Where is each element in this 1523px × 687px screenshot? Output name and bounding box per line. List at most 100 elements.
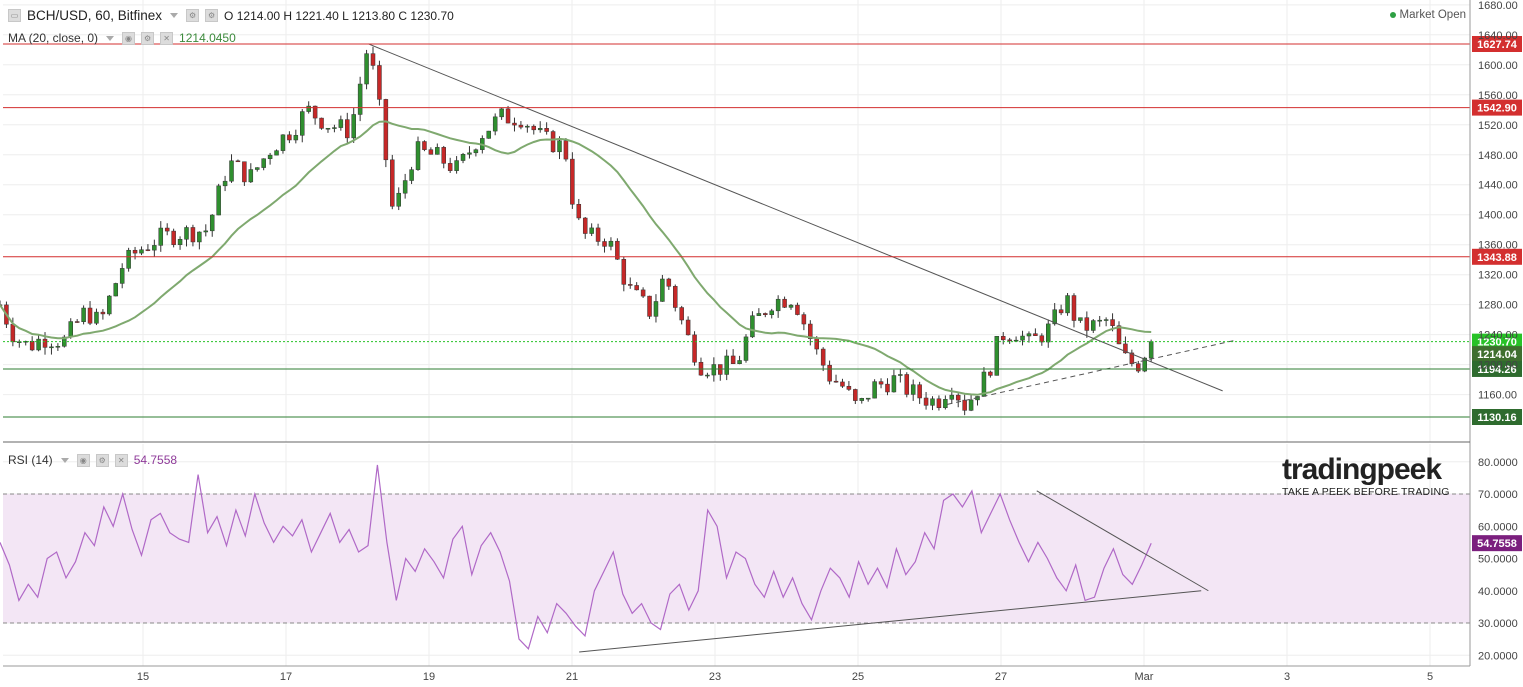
- settings-icon[interactable]: ⚙: [95, 453, 109, 467]
- x-tick-label: 5: [1427, 671, 1433, 683]
- candle: [505, 108, 511, 124]
- candle: [743, 336, 749, 361]
- rsi-band: [3, 494, 1470, 623]
- candle: [145, 249, 151, 251]
- candle: [164, 227, 170, 232]
- close-icon[interactable]: ✕: [160, 31, 174, 45]
- candle: [280, 134, 286, 151]
- candle: [589, 227, 594, 234]
- symbol-title[interactable]: BCH/USD, 60, Bitfinex: [27, 8, 163, 23]
- market-status-label: Market Open: [1399, 9, 1466, 21]
- price-pane-header: ▭ BCH/USD, 60, Bitfinex ⚙ ⚙ O 1214.00 H …: [8, 8, 454, 23]
- candle: [865, 397, 871, 400]
- candle: [10, 323, 16, 343]
- candle: [518, 124, 524, 128]
- candle: [171, 230, 176, 245]
- chevron-down-icon[interactable]: [106, 35, 115, 41]
- settings-icon[interactable]: ⚙: [186, 9, 200, 22]
- status-dot-icon: [1389, 12, 1396, 18]
- rsi-tick-label: 80.0000: [1478, 457, 1518, 469]
- candle: [492, 116, 498, 132]
- candle: [808, 323, 813, 340]
- candle: [814, 338, 819, 350]
- eye-icon[interactable]: ◉: [76, 453, 90, 467]
- close-icon[interactable]: ✕: [114, 453, 128, 467]
- candle: [718, 364, 723, 375]
- candle: [1078, 317, 1083, 321]
- candle: [351, 114, 356, 139]
- candle: [1046, 323, 1051, 343]
- candle: [550, 131, 556, 153]
- candle: [261, 158, 266, 168]
- candle: [615, 240, 620, 260]
- settings-icon-2[interactable]: ⚙: [205, 9, 219, 22]
- candle: [357, 83, 363, 115]
- candle: [679, 307, 684, 321]
- candle: [685, 319, 691, 336]
- candle: [917, 384, 922, 399]
- candle: [949, 394, 955, 400]
- candle: [94, 311, 99, 324]
- candle: [563, 140, 569, 160]
- x-tick-label: Mar: [1135, 671, 1154, 683]
- ma-indicator-header: MA (20, close, 0) ◉ ⚙ ✕ 1214.0450: [8, 31, 236, 45]
- candle: [428, 149, 434, 155]
- ma-label[interactable]: MA (20, close, 0): [8, 31, 99, 45]
- price-badge-label: 1627.74: [1477, 39, 1518, 51]
- candle: [1026, 333, 1032, 337]
- price-badge-label: 1214.04: [1477, 349, 1518, 361]
- candle: [36, 338, 41, 351]
- candle: [1000, 336, 1006, 341]
- candle: [930, 398, 935, 406]
- chevron-down-icon[interactable]: [60, 457, 69, 463]
- chevron-down-icon[interactable]: [170, 13, 179, 18]
- candle: [576, 204, 582, 219]
- candle: [248, 169, 254, 183]
- candle: [1123, 343, 1128, 354]
- candle: [634, 285, 639, 291]
- y-tick-label: 1360.00: [1478, 240, 1518, 252]
- candle: [216, 185, 221, 216]
- candle: [81, 307, 86, 322]
- candle: [840, 381, 845, 387]
- x-tick-label: 25: [852, 671, 864, 683]
- candle: [460, 154, 466, 161]
- candle: [782, 298, 787, 308]
- trendline: [947, 339, 1238, 405]
- collapse-icon[interactable]: ▭: [8, 9, 21, 22]
- candle: [229, 160, 234, 182]
- candle: [190, 227, 196, 243]
- eye-icon[interactable]: ◉: [122, 31, 136, 45]
- candle: [653, 301, 659, 317]
- rsi-tick-label: 30.0000: [1478, 618, 1518, 630]
- candle: [1020, 335, 1025, 341]
- candle: [602, 241, 607, 247]
- candle: [107, 295, 112, 315]
- candle: [409, 169, 414, 181]
- price-badge: [1472, 409, 1522, 425]
- candle: [898, 374, 903, 376]
- candle: [1071, 295, 1077, 321]
- candle: [537, 128, 543, 131]
- candle: [1084, 317, 1090, 331]
- candle: [274, 150, 279, 156]
- candle: [756, 313, 762, 316]
- ma-line: [0, 120, 1152, 396]
- candle: [853, 389, 858, 401]
- settings-icon[interactable]: ⚙: [141, 31, 155, 45]
- candle: [705, 374, 710, 377]
- rsi-label[interactable]: RSI (14): [8, 453, 53, 467]
- candle: [763, 313, 768, 315]
- candle: [647, 295, 652, 317]
- rsi-value: 54.7558: [133, 453, 178, 467]
- candle: [943, 399, 948, 408]
- candle: [872, 381, 877, 399]
- candle: [1110, 319, 1115, 326]
- candle: [968, 399, 974, 411]
- rsi-tick-label: 40.0000: [1478, 586, 1518, 598]
- y-tick-label: 1520.00: [1478, 120, 1518, 132]
- ma-value: 1214.0450: [179, 31, 236, 45]
- rsi-tick-label: 70.0000: [1478, 489, 1518, 501]
- price-badge: [1472, 346, 1522, 363]
